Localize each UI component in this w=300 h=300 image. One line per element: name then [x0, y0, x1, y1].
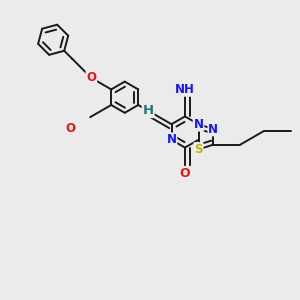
Text: N: N [208, 122, 218, 136]
Text: N: N [167, 133, 176, 146]
Text: N: N [194, 118, 203, 131]
Text: S: S [194, 143, 203, 156]
Text: O: O [65, 122, 75, 135]
Text: NH: NH [175, 83, 195, 96]
Text: H: H [142, 104, 154, 117]
Text: O: O [180, 167, 190, 180]
Text: O: O [86, 71, 96, 84]
